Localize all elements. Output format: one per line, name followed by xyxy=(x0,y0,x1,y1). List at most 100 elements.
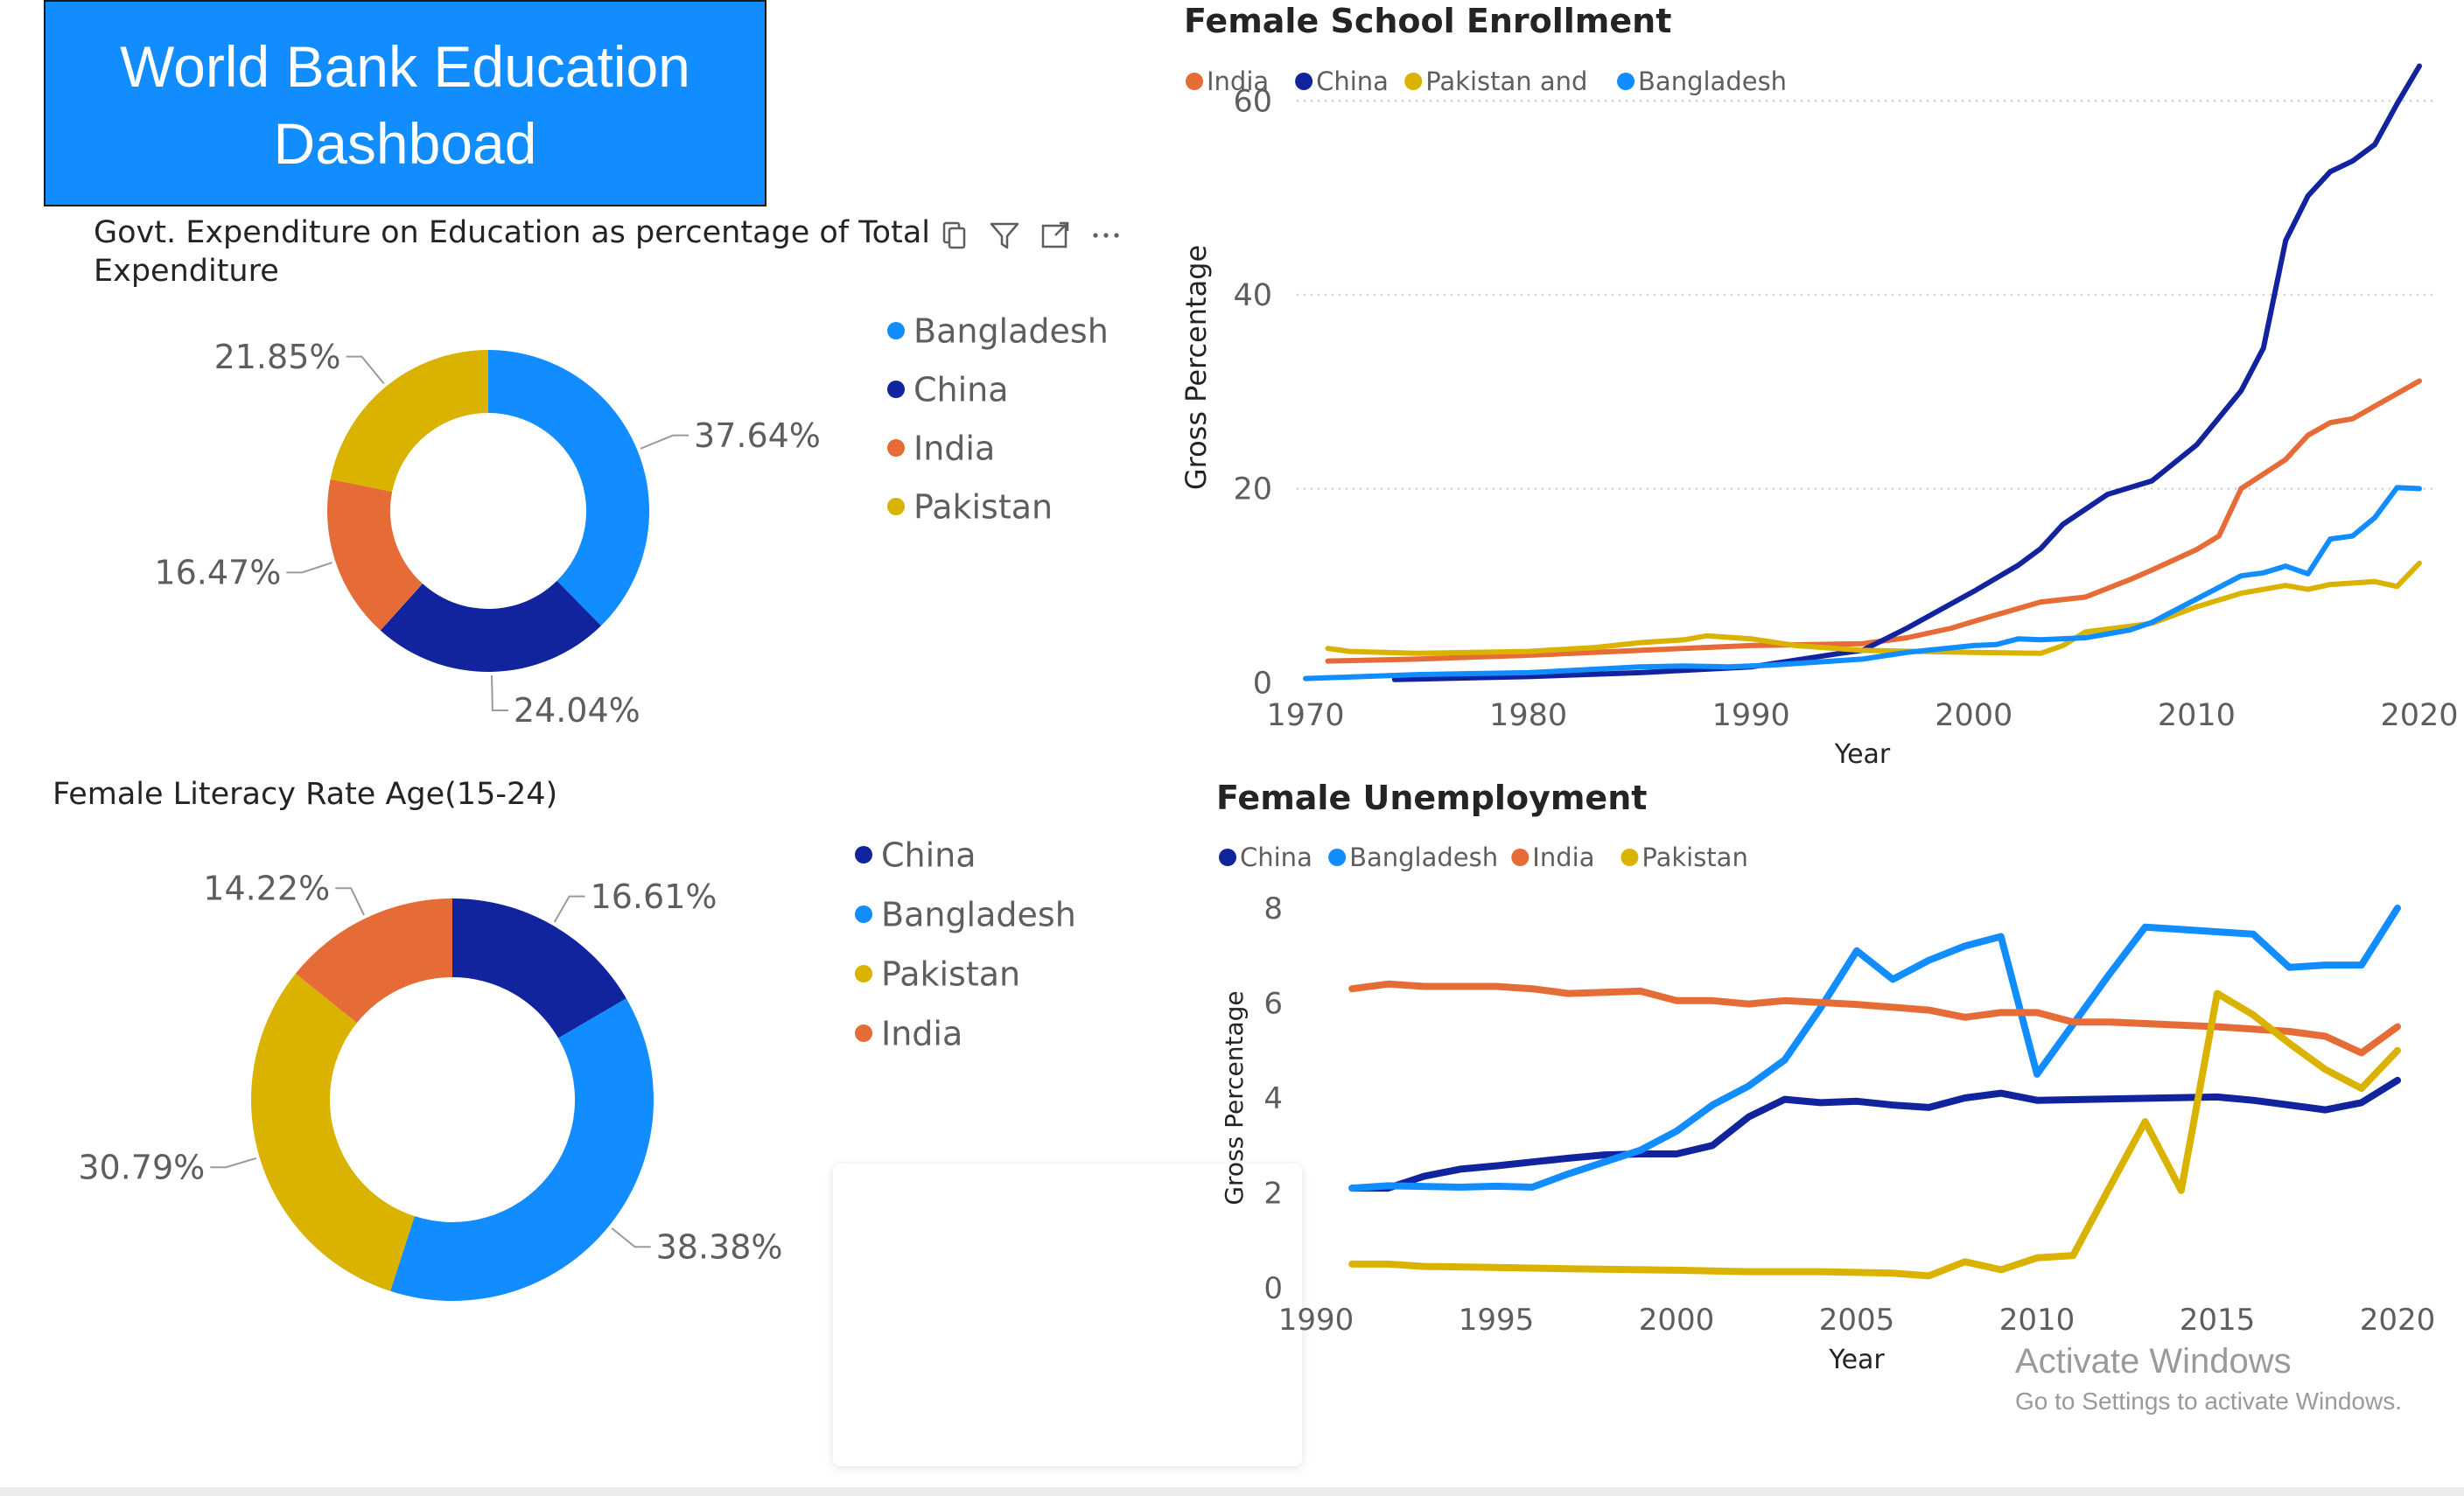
data-label-leader xyxy=(553,895,585,923)
legend-item-pakistan[interactable]: Pakistan xyxy=(1642,842,1747,872)
data-label-bangladesh: 38.38% xyxy=(656,1228,783,1267)
data-label-india: 16.47% xyxy=(154,554,281,592)
data-label-india: 14.22% xyxy=(203,870,330,908)
legend-marker-china xyxy=(887,381,905,398)
x-tick-label: 1995 xyxy=(1459,1303,1535,1338)
x-tick-label: 2010 xyxy=(2158,698,2236,733)
legend-marker-india xyxy=(887,439,905,457)
x-tick-label: 1980 xyxy=(1489,698,1567,733)
series-line-pakistan[interactable] xyxy=(1325,560,2422,656)
series-line-india[interactable] xyxy=(1325,378,2422,664)
legend-item-bangladesh[interactable]: Bangladesh xyxy=(881,896,1076,934)
data-label-leader xyxy=(335,887,365,916)
x-tick-label: 2000 xyxy=(1639,1303,1715,1338)
data-label-leader xyxy=(210,1157,257,1169)
series-line-china[interactable] xyxy=(1391,63,2422,682)
data-label-china: 16.61% xyxy=(591,877,718,916)
legend-item-bangladesh[interactable]: Bangladesh xyxy=(914,312,1109,351)
y-tick-label: 2 xyxy=(1264,1176,1283,1211)
donut-slice-india[interactable] xyxy=(295,898,452,1024)
enrollment-chart-title: Female School Enrollment xyxy=(1184,2,1672,40)
more-options-icon[interactable] xyxy=(1088,218,1124,253)
legend-marker-pakistan xyxy=(887,498,905,515)
x-tick-label: 2020 xyxy=(2380,698,2458,733)
y-tick-label: 8 xyxy=(1264,891,1283,926)
x-axis-title: Year xyxy=(1834,739,1891,770)
y-axis-title: Gross Percentage xyxy=(1180,245,1213,490)
donut-slice-bangladesh[interactable] xyxy=(488,350,649,626)
x-axis-title: Year xyxy=(1828,1345,1885,1375)
donut-slice-china[interactable] xyxy=(380,580,601,672)
legend-item-china[interactable]: China xyxy=(914,371,1009,409)
series-line-bangladesh[interactable] xyxy=(1303,485,2422,682)
expenditure-donut-chart: 37.64% 24.04% 16.47% 21.85% Bangladesh China I… xyxy=(154,312,1109,731)
legend-item-pakistan[interactable]: Pakistan xyxy=(914,488,1053,527)
y-tick-label: 60 xyxy=(1233,85,1272,120)
donut-slice-pakistan[interactable] xyxy=(251,973,415,1291)
data-label-leader xyxy=(346,355,385,385)
legend-marker-china xyxy=(1295,73,1313,90)
legend-marker-pakistan xyxy=(1620,849,1639,866)
dashboard-title: World Bank Education Dashboad xyxy=(44,0,766,206)
legend-marker-china xyxy=(855,846,872,863)
x-tick-label: 2005 xyxy=(1819,1303,1895,1338)
data-label-bangladesh: 37.64% xyxy=(694,416,821,455)
legend-item-china[interactable]: China xyxy=(881,836,976,875)
y-tick-label: 0 xyxy=(1253,666,1272,701)
data-label-leader xyxy=(286,562,332,574)
legend-marker-pakistan xyxy=(855,965,872,982)
legend-item-bangladesh[interactable]: Bangladesh xyxy=(1638,66,1787,96)
literacy-chart-title: Female Literacy Rate Age(15-24) xyxy=(52,777,558,812)
legend-item-bangladesh[interactable]: Bangladesh xyxy=(1349,842,1498,872)
copy-icon[interactable] xyxy=(936,218,971,253)
legend-marker-india xyxy=(1511,849,1530,866)
series-line-india[interactable] xyxy=(1348,980,2401,1057)
data-label-leader xyxy=(640,434,690,450)
donut-slice-pakistan[interactable] xyxy=(330,350,488,492)
y-tick-label: 0 xyxy=(1264,1271,1283,1306)
series-line-china[interactable] xyxy=(1348,1076,2401,1192)
legend-item-india[interactable]: India xyxy=(1207,66,1269,96)
legend-marker-bangladesh xyxy=(855,905,872,923)
unemployment-line-chart: China Bangladesh India Pakistan 0 2 4 6 8 1990 199… xyxy=(1219,842,2435,1375)
legend-item-india[interactable]: India xyxy=(914,430,995,468)
x-tick-label: 2000 xyxy=(1935,698,2012,733)
series-line-pakistan[interactable] xyxy=(1348,989,2401,1280)
data-label-leader xyxy=(491,675,508,711)
empty-visual-card xyxy=(833,1164,1302,1466)
x-tick-label: 2015 xyxy=(2180,1303,2256,1338)
expenditure-chart-title: Govt. Expenditure on Education as percen… xyxy=(94,213,930,290)
donut-slice-china[interactable] xyxy=(452,898,626,1038)
x-tick-label: 1990 xyxy=(1712,698,1790,733)
visual-header-icons xyxy=(936,215,1124,255)
x-tick-label: 1990 xyxy=(1278,1303,1354,1338)
legend-marker-pakistan-and xyxy=(1404,73,1423,90)
legend-marker-bangladesh xyxy=(887,322,905,339)
legend-marker-bangladesh xyxy=(1617,73,1635,90)
data-label-pakistan: 30.79% xyxy=(78,1148,205,1186)
expenditure-title-line2: Expenditure xyxy=(94,254,279,289)
series-line-bangladesh[interactable] xyxy=(1348,905,2401,1192)
legend-item-china[interactable]: China xyxy=(1316,66,1389,96)
legend-marker-bangladesh xyxy=(1328,849,1347,866)
filter-icon[interactable] xyxy=(987,218,1022,253)
y-tick-label: 20 xyxy=(1233,472,1272,507)
dashboard-title-line2: Dashboad xyxy=(273,111,537,176)
dashboard-title-line1: World Bank Education xyxy=(120,34,690,99)
legend-item-india[interactable]: India xyxy=(1532,842,1594,872)
donut-slice-india[interactable] xyxy=(326,479,423,631)
focus-mode-icon[interactable] xyxy=(1038,218,1073,253)
legend-marker-india xyxy=(1186,73,1203,90)
bottom-bar xyxy=(0,1487,2464,1496)
x-tick-label: 1970 xyxy=(1266,698,1344,733)
enrollment-line-chart: India China Pakistan and Bangladesh 0 20 40 60 1… xyxy=(1180,63,2459,770)
legend-item-india[interactable]: India xyxy=(881,1015,962,1053)
legend-item-china[interactable]: China xyxy=(1240,842,1312,872)
expenditure-title-line1: Govt. Expenditure on Education as percen… xyxy=(94,215,930,250)
data-label-leader xyxy=(611,1227,651,1248)
legend-item-pakistan-and[interactable]: Pakistan and xyxy=(1425,66,1587,96)
legend-item-pakistan[interactable]: Pakistan xyxy=(881,955,1020,994)
legend-marker-china xyxy=(1219,849,1236,866)
donut-slice-bangladesh[interactable] xyxy=(390,998,654,1301)
data-label-china: 24.04% xyxy=(514,691,640,730)
